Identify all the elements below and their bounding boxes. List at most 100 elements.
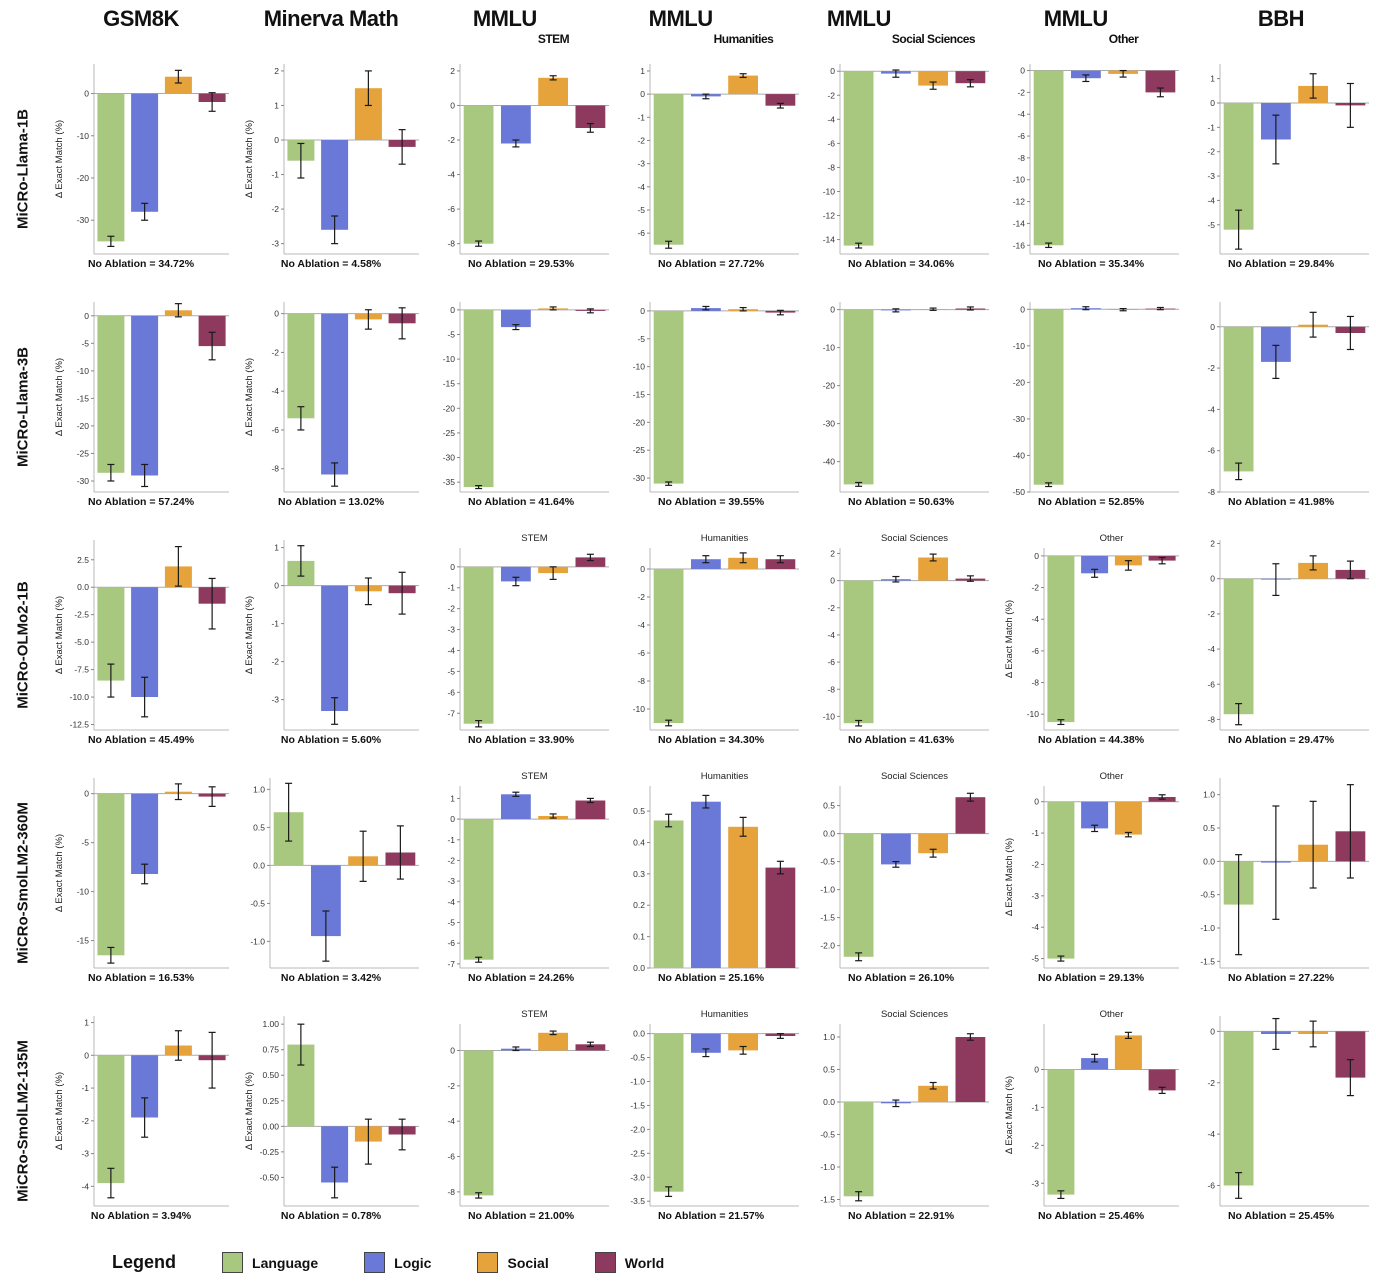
chart-plot-micro-olmo2-1b-mmlu-stem: 0 -1 -2 -3 -4 -5 -6 -7 STEM [447, 533, 609, 731]
chart-cell-micro-smollm2-360m-gsm8k: 0 -5 -10 -15 Δ Exact Match (%) No Ablation = … [46, 764, 236, 1002]
y-tick-label: 1 [84, 1018, 89, 1028]
chart-inner-title: STEM [521, 771, 547, 782]
y-tick-label: -6 [1207, 679, 1215, 689]
row-label-text: MiCRo-Llama-3B [14, 346, 32, 468]
y-tick-label: -4 [637, 182, 645, 192]
bar-logic [131, 793, 159, 874]
bar-language [97, 1055, 125, 1184]
chart-inner-title: Other [1100, 1009, 1124, 1020]
legend-swatch-language [222, 1252, 244, 1273]
column-title: MMLU [648, 6, 713, 31]
y-tick-label: -2 [271, 347, 279, 357]
y-axis-label: Δ Exact Match (%) [54, 358, 65, 436]
y-tick-label: 1 [640, 66, 645, 76]
y-tick-label: -20 [1013, 377, 1026, 387]
y-tick-label: -16 [1013, 240, 1026, 250]
y-tick-label: -10 [1027, 709, 1040, 719]
chart-plot-micro-smollm2-135m-minerva-math: 1.00 0.75 0.50 0.25 0.00 -0.25 -0.50 Δ Exact Ma… [244, 1016, 419, 1207]
chart-inner-title: Social Sciences [881, 1009, 948, 1020]
legend-label: Logic [394, 1254, 432, 1271]
y-tick-label: -2 [1207, 609, 1215, 619]
y-tick-label: -5 [1207, 220, 1215, 230]
y-tick-label: 0 [1034, 551, 1039, 561]
y-tick-label: 0 [830, 305, 835, 315]
bar-language [463, 1050, 494, 1196]
no-ablation-caption: No Ablation = 25.16% [657, 972, 765, 984]
chart-cell-micro-llama-1b-minerva-math: 2 1 0 -1 -2 -3 Δ Exact Match (%) No Ablation = … [236, 50, 426, 288]
y-tick-label: -3 [447, 876, 455, 886]
y-tick-label: -10.0 [70, 692, 90, 702]
bar-social [918, 557, 948, 581]
y-tick-label: 0 [274, 309, 279, 319]
chart-cell-micro-llama-3b-mmlu-social-sciences: 0 -10 -20 -30 -40 No Ablation = 50.63% [806, 288, 996, 526]
no-ablation-caption: No Ablation = 41.98% [1227, 496, 1335, 508]
no-ablation-caption: No Ablation = 29.13% [1037, 972, 1145, 984]
y-tick-label: -2 [1207, 363, 1215, 373]
y-tick-label: 0 [274, 581, 279, 591]
bar-language [1047, 555, 1075, 723]
row-label-micro-olmo2-1b: MiCRo-OLMo2-1B [0, 526, 46, 764]
y-tick-label: -4 [447, 1116, 455, 1126]
y-tick-label: -8 [1207, 487, 1215, 496]
bar-logic [501, 566, 531, 582]
no-ablation-caption: No Ablation = 39.55% [657, 496, 765, 508]
bar-language [97, 93, 125, 242]
y-tick-label: -3.0 [630, 1172, 645, 1182]
y-tick-label: -1.5 [1200, 956, 1215, 966]
y-tick-label: -6 [1207, 446, 1215, 456]
bar-world [765, 94, 796, 106]
chart-cell-micro-llama-3b-minerva-math: 0 -2 -4 -6 -8 Δ Exact Match (%) No Ablation = … [236, 288, 426, 526]
legend-item-world: World [594, 1252, 664, 1273]
no-ablation-caption: No Ablation = 5.60% [280, 734, 382, 746]
y-tick-label: -15 [443, 379, 456, 389]
legend: Legend Language Logic Social World [0, 1240, 1376, 1281]
chart-plot-micro-smollm2-360m-mmlu-humanities: 0.0 0.1 0.2 0.3 0.4 0.5 Humanities [633, 771, 799, 972]
bar-logic [501, 309, 531, 328]
no-ablation-caption: No Ablation = 25.46% [1037, 1210, 1145, 1222]
grid-corner [0, 0, 46, 44]
y-tick-label: 0 [450, 100, 455, 110]
bar-language [653, 820, 684, 968]
chart-plot-micro-llama-3b-mmlu-other: 0 -10 -20 -30 -40 -50 [1013, 302, 1179, 496]
y-tick-label: -2 [1207, 1078, 1215, 1088]
chart-plot-micro-llama-1b-mmlu-humanities: 1 0 -1 -2 -3 -4 -5 -6 [637, 64, 799, 255]
bar-social [1298, 562, 1328, 579]
chart-plot-micro-smollm2-360m-gsm8k: 0 -5 -10 -15 Δ Exact Match (%) [54, 778, 229, 969]
y-tick-label: 0.2 [633, 900, 645, 910]
no-ablation-caption: No Ablation = 41.63% [847, 734, 955, 746]
y-tick-label: -6 [447, 938, 455, 948]
bar-language [463, 105, 494, 244]
legend-label: Social [507, 1254, 549, 1271]
y-tick-label: -5 [447, 329, 455, 339]
y-tick-label: 0.0 [253, 860, 265, 870]
column-subscript: Other [1108, 32, 1139, 46]
y-tick-label: -0.5 [630, 1053, 645, 1063]
bar-language [843, 71, 874, 246]
no-ablation-caption: No Ablation = 29.84% [1227, 258, 1335, 270]
y-tick-label: 0 [450, 814, 455, 824]
y-tick-label: -0.50 [260, 1172, 280, 1182]
y-tick-label: -7 [447, 959, 455, 969]
column-title: Minerva Math [263, 6, 399, 31]
row-label-micro-smollm2-135m: MiCRo-SmolLM2-135M [0, 1002, 46, 1240]
bar-language [1047, 801, 1075, 959]
y-tick-label: -20 [633, 417, 646, 427]
chart-grid: GSM8K Minerva Math MMLU STEM MMLU Humanities M… [0, 0, 1369, 1240]
y-tick-label: -6 [637, 648, 645, 658]
row-label-text: MiCRo-Llama-1B [14, 108, 32, 230]
y-tick-label: 0.5 [823, 1065, 835, 1075]
y-tick-label: 0 [1034, 797, 1039, 807]
y-tick-label: -10 [633, 362, 646, 372]
y-tick-label: 0.0 [823, 1097, 835, 1107]
bar-logic [321, 140, 349, 230]
chart-inner-title: Humanities [701, 1009, 749, 1020]
y-tick-label: -6 [271, 425, 279, 435]
y-tick-label: -3 [271, 239, 279, 249]
y-tick-label: -30 [823, 419, 836, 429]
bar-language [1223, 103, 1254, 230]
y-tick-label: -7 [447, 708, 455, 718]
bar-social [918, 1085, 948, 1103]
bar-language [1033, 309, 1064, 485]
y-tick-label: -2.5 [74, 610, 89, 620]
y-tick-label: -6 [1031, 646, 1039, 656]
